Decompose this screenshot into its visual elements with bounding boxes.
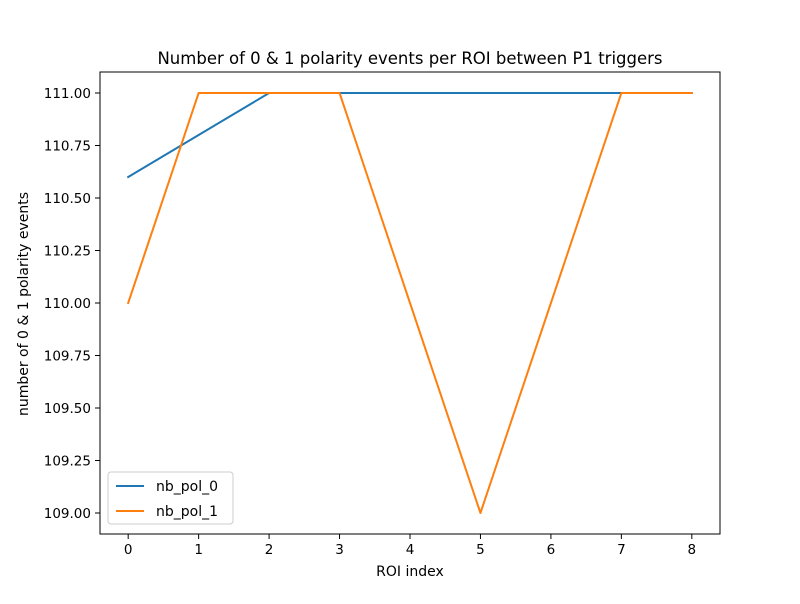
y-tick-label: 109.00 [44,506,91,522]
x-tick-label: 1 [194,542,203,558]
x-tick-label: 4 [406,542,415,558]
legend: nb_pol_0 nb_pol_1 [107,471,234,525]
y-tick-label: 110.75 [44,139,91,155]
y-tick-label: 109.50 [44,401,91,417]
x-tick-label: 3 [335,542,344,558]
chart-title: Number of 0 & 1 polarity events per ROI … [157,49,662,68]
x-tick-label: 0 [124,542,133,558]
series-line-nb-pol-1 [126,92,693,514]
legend-label-nb-pol-0: nb_pol_0 [156,479,218,495]
legend-label-nb-pol-1: nb_pol_1 [156,504,218,520]
x-tick-label: 7 [617,542,626,558]
y-tick-label: 111.00 [44,86,91,102]
y-tick-label: 110.00 [44,296,91,312]
y-axis-label: number of 0 & 1 polarity events [16,192,32,416]
x-tick-label: 8 [688,542,697,558]
y-tick-label: 109.25 [44,454,91,470]
y-tick-label: 110.25 [44,244,91,260]
y-tick-label: 110.50 [44,191,91,207]
x-tick-label: 5 [476,542,485,558]
x-axis-label: ROI index [376,564,444,580]
series-layer [126,92,693,514]
y-tick-label: 109.75 [44,349,91,365]
x-tick-label: 6 [547,542,556,558]
series-line-nb-pol-0 [126,92,693,179]
ticks-layer: 0 1 2 3 4 5 6 7 8 109.00 109.25 109.50 109.75 110.00 1… [44,86,696,558]
x-tick-label: 2 [265,542,274,558]
